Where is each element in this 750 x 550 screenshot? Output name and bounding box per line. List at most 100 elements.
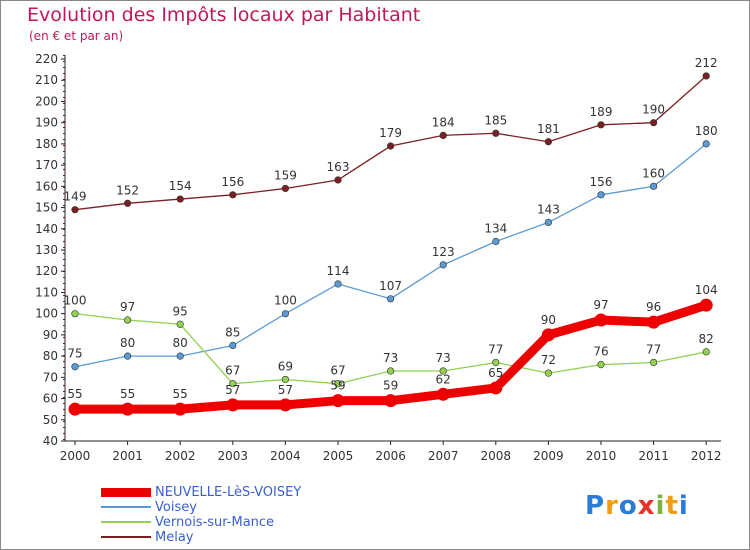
data-point <box>597 361 605 369</box>
data-label: 95 <box>173 304 188 318</box>
x-tick-label: 2003 <box>218 449 249 463</box>
data-point <box>387 367 395 375</box>
data-label: 59 <box>330 379 345 393</box>
data-point <box>334 176 342 184</box>
data-point <box>544 369 553 377</box>
data-point <box>123 316 132 324</box>
chart-subtitle: (en € et par an) <box>29 29 124 43</box>
logo-letter: i <box>678 491 689 521</box>
data-point <box>597 191 605 199</box>
data-point <box>492 237 500 246</box>
data-label: 73 <box>383 351 398 365</box>
series-voisey <box>71 140 710 371</box>
y-tick-label: 220 <box>35 52 58 66</box>
data-point <box>334 280 342 288</box>
data-label: 160 <box>642 166 665 180</box>
series-melay <box>71 72 710 214</box>
chart-title: Evolution des Impôts locaux par Habitant <box>27 4 421 26</box>
series-vernois-sur-mance <box>71 310 710 388</box>
data-label: 65 <box>488 366 503 380</box>
data-label: 90 <box>541 313 556 327</box>
y-tick-label: 160 <box>35 179 58 193</box>
data-point <box>71 206 79 214</box>
data-point <box>439 367 447 375</box>
data-label: 143 <box>537 202 560 216</box>
data-label: 73 <box>436 351 451 365</box>
data-label: 96 <box>646 300 661 314</box>
y-tick-label: 110 <box>35 285 58 299</box>
data-label: 104 <box>695 283 718 297</box>
series-layer <box>68 72 713 416</box>
data-label: 55 <box>173 387 188 401</box>
legend-label: Vernois-sur-Mance <box>155 515 275 530</box>
data-point <box>649 119 658 127</box>
data-label: 159 <box>274 168 297 182</box>
data-label: 181 <box>537 122 560 136</box>
x-tick-label: 2002 <box>165 449 196 463</box>
data-point <box>176 320 184 328</box>
data-point <box>436 387 450 401</box>
y-tick-label: 210 <box>35 73 58 87</box>
data-point <box>281 310 290 318</box>
data-point <box>281 375 290 384</box>
x-tick-label: 2011 <box>638 449 669 463</box>
data-label: 114 <box>327 264 350 278</box>
y-tick-label: 50 <box>43 413 58 427</box>
x-tick-label: 2009 <box>533 449 564 463</box>
data-label: 57 <box>278 383 293 397</box>
data-label: 123 <box>432 245 455 259</box>
y-tick-label: 200 <box>35 94 58 108</box>
data-label: 156 <box>221 175 244 189</box>
x-tick-label: 2010 <box>586 449 617 463</box>
y-tick-label: 190 <box>35 116 58 130</box>
data-point <box>702 72 710 80</box>
data-label: 107 <box>379 279 402 293</box>
data-point <box>702 140 710 148</box>
x-tick-label: 2007 <box>428 449 459 463</box>
x-tick-label: 2001 <box>112 449 143 463</box>
data-label: 163 <box>327 160 350 174</box>
logo-letter: o <box>618 491 638 521</box>
data-point <box>176 352 184 360</box>
data-label: 67 <box>330 364 345 378</box>
x-tick-label: 2005 <box>323 449 354 463</box>
data-point <box>68 402 82 416</box>
data-labels-layer: 55 55 55 57 57 59 59 62 65 90 97 96 104 75 80 80 85 100 11… <box>64 56 718 401</box>
chart-axes: 40 50 60 70 80 90 100 110 120 130 140 150 160 170 180 1… <box>35 52 721 463</box>
data-label: 179 <box>379 126 402 140</box>
y-tick-label: 70 <box>43 370 58 384</box>
data-point <box>544 218 553 227</box>
data-label: 55 <box>67 387 82 401</box>
y-tick-label: 150 <box>35 201 58 215</box>
legend-swatch <box>101 506 151 508</box>
data-point <box>229 191 237 199</box>
data-point <box>594 313 608 327</box>
data-point <box>278 398 292 412</box>
data-point <box>226 398 240 412</box>
legend-label: NEUVELLE-LèS-VOISEY <box>155 485 302 500</box>
data-label: 100 <box>64 294 87 308</box>
data-point <box>173 402 187 416</box>
data-point <box>384 394 398 408</box>
data-point <box>331 394 345 408</box>
y-tick-label: 100 <box>35 307 58 321</box>
data-label: 212 <box>695 56 718 70</box>
y-tick-label: 60 <box>43 392 58 406</box>
data-label: 77 <box>646 342 661 356</box>
data-point <box>123 199 132 207</box>
data-label: 184 <box>432 115 455 129</box>
y-tick-label: 90 <box>43 328 58 342</box>
data-point <box>649 182 658 190</box>
data-label: 57 <box>225 383 240 397</box>
data-point <box>176 195 184 203</box>
data-point <box>387 295 395 303</box>
y-tick-label: 170 <box>35 158 58 172</box>
proxiti-logo: Proxiti <box>585 491 689 521</box>
logo-letter: t <box>665 491 679 521</box>
data-label: 100 <box>274 294 297 308</box>
data-point <box>439 131 447 139</box>
data-point <box>439 261 447 269</box>
legend-swatch <box>101 487 151 497</box>
data-point <box>699 298 713 312</box>
